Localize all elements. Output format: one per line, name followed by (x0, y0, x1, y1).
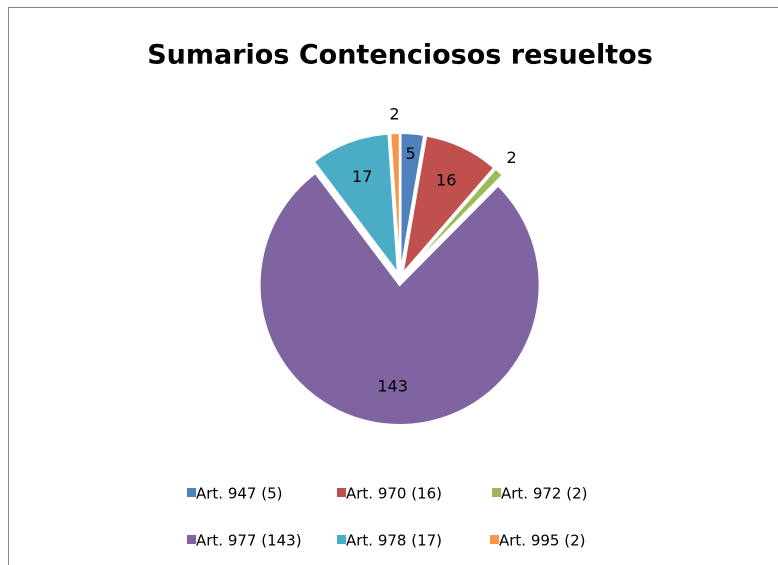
legend-label: Art. 977 (143) (196, 532, 302, 550)
legend-swatch (187, 488, 196, 497)
data-label: 5 (406, 144, 416, 163)
legend-label: Art. 947 (5) (196, 485, 283, 503)
legend-swatch (492, 488, 501, 497)
legend-label: Art. 978 (17) (346, 532, 442, 550)
data-label: 17 (352, 167, 372, 186)
legend-swatch (490, 535, 499, 544)
pie-slice (389, 132, 401, 274)
pie-slice (403, 167, 505, 276)
legend-label: Art. 972 (2) (501, 485, 588, 503)
legend-swatch (337, 535, 346, 544)
data-label: 143 (377, 376, 408, 395)
data-label: 2 (506, 148, 516, 167)
legend-swatch (187, 535, 196, 544)
data-label: 16 (436, 171, 456, 190)
pie-slice (400, 134, 496, 277)
legend-label: Art. 995 (2) (499, 532, 586, 550)
pie-slice (312, 132, 400, 277)
data-label: 2 (389, 104, 399, 123)
legend-label: Art. 970 (16) (346, 485, 442, 503)
pie-slice (258, 171, 541, 426)
chart-title: Sumarios Contenciosos resueltos (147, 40, 653, 71)
legend-swatch (337, 488, 346, 497)
